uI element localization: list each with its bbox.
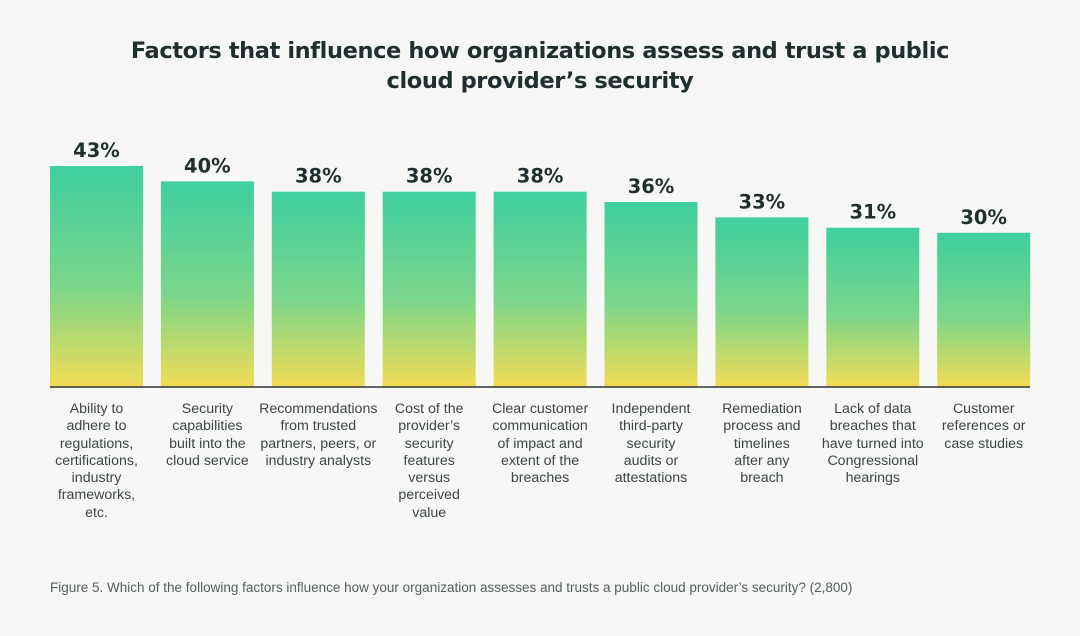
category-label-line: hearings — [845, 470, 901, 487]
category-label-line: certifications, — [55, 452, 138, 469]
category-label-line: features — [403, 452, 455, 469]
category-label-line: adhere to — [66, 418, 127, 435]
category-label-line: regulations, — [59, 435, 134, 452]
category-label: Recommendations from trusted partners, pee… — [255, 401, 381, 470]
bar-chart: 43% 40% 38% 38% 38% 36% 33% 31% 30% — [50, 139, 1031, 388]
category-label-line: Independent — [611, 401, 691, 417]
category-label: Security capabilities built into the cloud … — [144, 401, 270, 470]
category-label-line: audits or — [623, 452, 679, 469]
category-label-line: breach — [740, 470, 784, 487]
category-label-line: breaches — [510, 470, 570, 487]
category-label-line: capabilities — [172, 418, 243, 435]
bar — [382, 191, 476, 387]
category-label-line: Cost of the — [394, 401, 464, 417]
chart-title: Factors that influence how organizations… — [90, 36, 990, 96]
category-label-line: of impact and — [497, 435, 583, 452]
category-label-line: references or — [941, 418, 1026, 435]
bar — [826, 227, 920, 387]
category-label: Clear customer communication of impact and… — [477, 401, 603, 487]
category-label-line: built into the — [169, 435, 246, 452]
category-label: Remediation process and timelines after any… — [699, 401, 825, 487]
bar — [160, 181, 254, 387]
category-label-line: Lack of data — [834, 401, 912, 417]
category-label-line: timelines — [733, 435, 790, 452]
bar-value-label: 38% — [406, 165, 453, 188]
category-label-line: Recommendations — [259, 401, 378, 417]
bar — [50, 166, 143, 387]
category-label-line: cloud service — [165, 452, 249, 469]
chart-title-line: cloud provider’s security — [386, 68, 694, 94]
bar — [493, 191, 587, 387]
category-label: Cost of the provider’s security features ver… — [366, 401, 492, 522]
category-label: Independent third-party security audits or a… — [588, 401, 714, 487]
category-label-line: attestations — [614, 470, 688, 487]
bar — [604, 202, 698, 387]
category-label: Ability to adhere to regulations, certifica… — [34, 401, 160, 522]
bar-value-label: 38% — [517, 165, 564, 188]
category-label-line: process and — [723, 418, 801, 435]
category-label-line: value — [412, 504, 447, 521]
category-label-line: perceived — [398, 487, 460, 504]
bar — [271, 191, 365, 387]
bar-value-label: 30% — [960, 206, 1007, 229]
chart-title-line: Factors that influence how organizations… — [130, 38, 950, 64]
bar-value-label: 38% — [295, 165, 342, 188]
category-label-line: industry — [71, 470, 122, 487]
bar — [715, 217, 809, 387]
category-label-line: breaches that — [829, 418, 916, 435]
category-label-line: Remediation — [722, 401, 802, 417]
category-labels: Ability to adhere to regulations, certifica… — [0, 401, 1080, 531]
category-label-line: from trusted — [280, 418, 357, 435]
bar-value-label: 43% — [73, 139, 120, 162]
category-label-line: frameworks, — [57, 487, 136, 504]
bar — [937, 232, 1031, 387]
category-label-line: Clear customer — [491, 401, 589, 417]
category-label-line: communication — [492, 418, 588, 435]
figure-caption: Figure 5. Which of the following factors… — [50, 580, 853, 595]
category-label-line: industry analysts — [265, 452, 372, 469]
category-label-line: case studies — [944, 435, 1024, 452]
category-label-line: Security — [181, 401, 234, 417]
category-label-line: after any — [734, 452, 790, 469]
bar-value-label: 33% — [739, 190, 786, 213]
bar-value-label: 31% — [849, 201, 896, 224]
bar-value-label: 36% — [628, 175, 675, 198]
category-label-line: security — [626, 435, 676, 452]
category-label-line: have turned into — [821, 435, 924, 452]
category-label-line: extent of the — [501, 452, 580, 469]
category-label-line: security — [404, 435, 454, 452]
bars-group: 43% 40% 38% 38% 38% 36% 33% 31% 30% — [50, 139, 1031, 387]
category-label-line: Ability to — [69, 401, 124, 417]
category-label-line: third-party — [619, 418, 683, 435]
category-label-line: versus — [408, 470, 451, 487]
category-label-line: partners, peers, or — [260, 435, 377, 452]
category-label: Lack of data breaches that have turned int… — [810, 401, 936, 487]
category-label-line: provider’s — [398, 418, 461, 435]
category-label: Customer references or case studies — [921, 401, 1047, 453]
category-label-line: etc. — [85, 504, 108, 521]
category-label-line: Congressional — [827, 452, 919, 469]
category-label-line: Customer — [952, 401, 1015, 417]
bar-value-label: 40% — [184, 154, 231, 177]
